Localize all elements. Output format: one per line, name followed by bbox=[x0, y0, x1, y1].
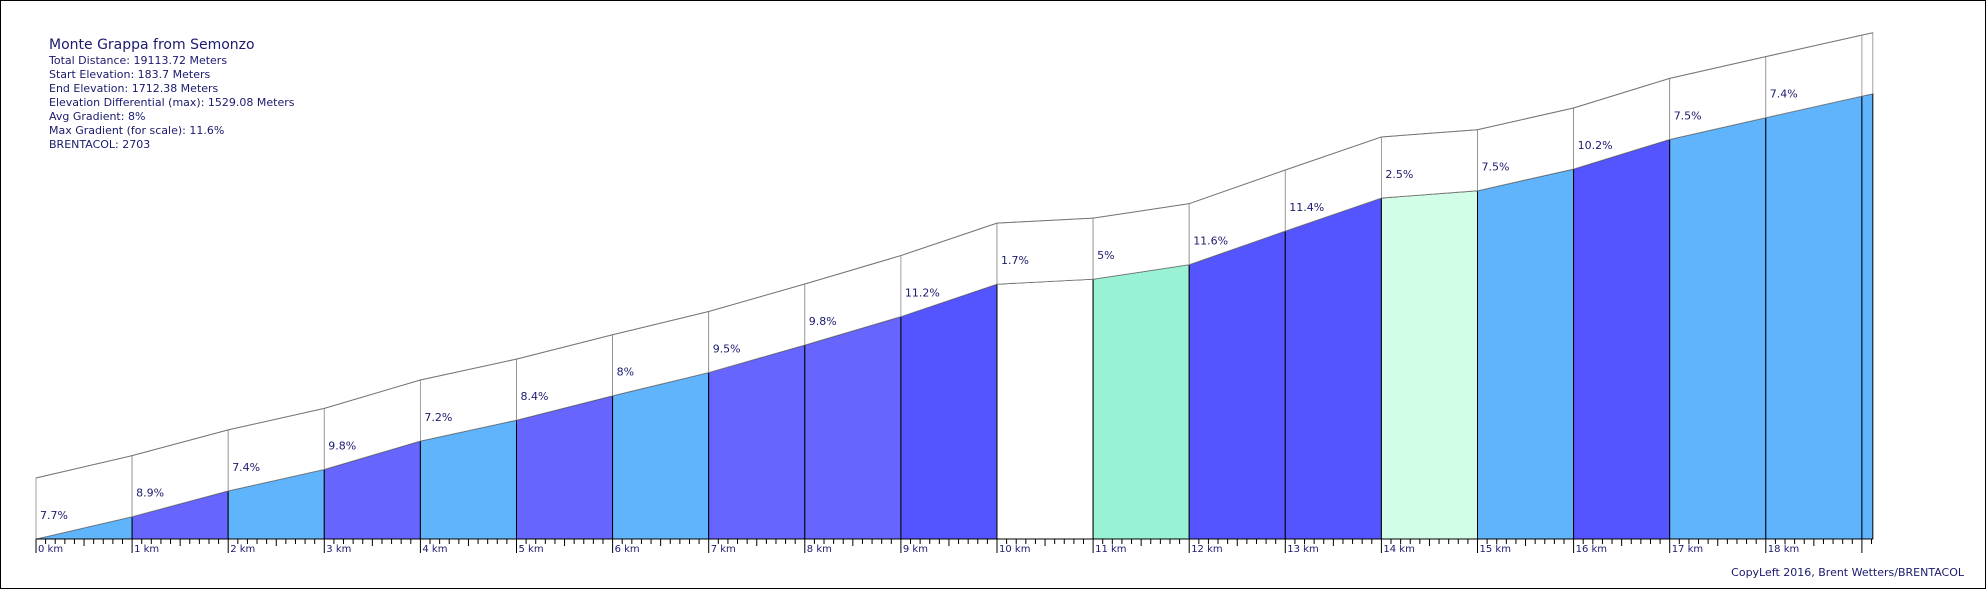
km-tick-label-5: 5 km bbox=[519, 544, 544, 555]
km-tick-label-6: 6 km bbox=[615, 544, 640, 555]
segment-fills bbox=[35, 93, 1874, 540]
km-tick-label-11: 11 km bbox=[1095, 544, 1126, 555]
segment-fill-5 bbox=[516, 395, 614, 540]
km-tick-label-16: 16 km bbox=[1576, 544, 1607, 555]
segment-fill-13 bbox=[1284, 197, 1382, 540]
gradient-label-16: 10.2% bbox=[1578, 139, 1613, 152]
gradient-label-6: 8% bbox=[617, 366, 634, 379]
gradient-label-15: 7.5% bbox=[1482, 161, 1510, 174]
brentacol-text: BRENTACOL: 2703 bbox=[49, 138, 151, 151]
km-tick-label-4: 4 km bbox=[422, 544, 447, 555]
segment-fill-19 bbox=[1861, 93, 1874, 540]
segment-fill-17 bbox=[1669, 117, 1767, 540]
gradient-label-8: 9.8% bbox=[809, 315, 837, 328]
gradient-label-9: 11.2% bbox=[905, 287, 940, 300]
total-distance-text: Total Distance: 19113.72 Meters bbox=[49, 54, 228, 67]
label-box-14 bbox=[1381, 129, 1478, 199]
label-box-10 bbox=[996, 217, 1094, 285]
km-tick-label-7: 7 km bbox=[711, 544, 736, 555]
segment-fill-8 bbox=[804, 315, 902, 540]
gradient-label-13: 11.4% bbox=[1289, 201, 1324, 214]
segment-fill-16 bbox=[1573, 138, 1671, 540]
segment-fill-15 bbox=[1477, 168, 1575, 540]
gradient-label-7: 9.5% bbox=[713, 343, 741, 356]
gradient-label-18: 7.4% bbox=[1770, 88, 1798, 101]
avg-gradient-text: Avg Gradient: 8% bbox=[49, 110, 146, 123]
gradient-label-1: 8.9% bbox=[136, 487, 164, 500]
gradient-label-0: 7.7% bbox=[40, 509, 68, 522]
km-tick-label-2: 2 km bbox=[230, 544, 255, 555]
km-tick-label-0: 0 km bbox=[38, 544, 63, 555]
segment-fill-9 bbox=[900, 283, 998, 540]
gradient-label-12: 11.6% bbox=[1193, 235, 1228, 248]
km-tick-label-8: 8 km bbox=[807, 544, 832, 555]
gradient-label-3: 9.8% bbox=[328, 439, 356, 452]
gradient-label-14: 2.5% bbox=[1385, 168, 1413, 181]
gradient-label-boxes: 7.7% 8.9% 7.4% 9.8% 7.2% 8.4% 8% 9.5% 9.8% 11.2% 1… bbox=[35, 32, 1874, 540]
gradient-label-10: 1.7% bbox=[1001, 254, 1029, 267]
segment-fill-11 bbox=[1092, 264, 1190, 540]
km-tick-label-9: 9 km bbox=[903, 544, 928, 555]
label-region-outline bbox=[35, 32, 1873, 479]
km-tick-label-1: 1 km bbox=[134, 544, 159, 555]
distance-axis: 0 km 1 km 2 km 3 km 4 km 5 km 6 km 7 km 8 km 9 km… bbox=[35, 538, 1873, 555]
segment-fill-18 bbox=[1765, 95, 1863, 540]
gradient-label-2: 7.4% bbox=[232, 461, 260, 474]
km-tick-label-17: 17 km bbox=[1672, 544, 1703, 555]
gradient-label-17: 7.5% bbox=[1674, 109, 1702, 122]
elevation-differential-text: Elevation Differential (max): 1529.08 Me… bbox=[49, 96, 295, 109]
route-title: Monte Grappa from Semonzo bbox=[49, 37, 255, 53]
km-tick-label-10: 10 km bbox=[999, 544, 1030, 555]
segment-fill-14 bbox=[1380, 190, 1478, 540]
km-tick-label-3: 3 km bbox=[326, 544, 351, 555]
km-tick-label-12: 12 km bbox=[1191, 544, 1222, 555]
km-tick-label-14: 14 km bbox=[1383, 544, 1414, 555]
km-tick-label-13: 13 km bbox=[1287, 544, 1318, 555]
segment-fill-10 bbox=[996, 278, 1094, 540]
segment-fill-12 bbox=[1188, 230, 1286, 540]
gradient-label-5: 8.4% bbox=[521, 390, 549, 403]
route-info-panel: Monte Grappa from Semonzo Total Distance… bbox=[49, 37, 294, 152]
max-gradient-text: Max Gradient (for scale): 11.6% bbox=[49, 124, 225, 137]
km-tick-label-18: 18 km bbox=[1768, 544, 1799, 555]
segment-fill-7 bbox=[708, 344, 806, 540]
km-tick-label-15: 15 km bbox=[1480, 544, 1511, 555]
copyleft-credit: CopyLeft 2016, Brent Wetters/BRENTACOL bbox=[1731, 566, 1964, 579]
end-elevation-text: End Elevation: 1712.38 Meters bbox=[49, 82, 219, 95]
segment-fill-6 bbox=[612, 371, 710, 540]
start-elevation-text: Start Elevation: 183.7 Meters bbox=[49, 68, 211, 81]
gradient-label-4: 7.2% bbox=[424, 411, 452, 424]
label-box-19 bbox=[1861, 32, 1874, 97]
gradient-label-11: 5% bbox=[1097, 249, 1114, 262]
